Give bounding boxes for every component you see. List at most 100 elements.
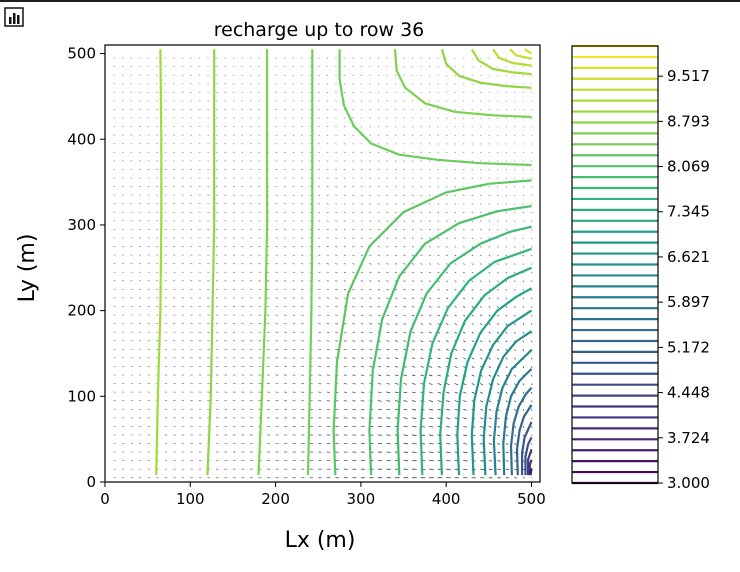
quiver-arrow: [309, 57, 312, 59]
quiver-arrow: [403, 417, 408, 419]
quiver-arrow: [454, 100, 456, 102]
quiver-arrow: [360, 220, 363, 222]
quiver-arrow: [514, 66, 516, 68]
quiver-arrow: [411, 211, 414, 214]
quiver-arrow: [377, 168, 380, 171]
quiver-arrow: [360, 280, 364, 282]
quiver-arrow: [531, 203, 533, 205]
quiver-arrow: [420, 323, 424, 325]
quiver-arrow: [335, 126, 337, 128]
quiver-arrow: [352, 203, 355, 205]
quiver-arrow: [377, 297, 381, 299]
quiver-arrow: [343, 134, 346, 136]
quiver-arrow: [446, 348, 449, 351]
quiver-arrow: [335, 331, 339, 334]
quiver-arrow: [275, 117, 278, 119]
quiver-arrow: [411, 66, 414, 68]
quiver-arrow: [437, 100, 439, 102]
quiver-arrow: [428, 211, 431, 214]
quiver-arrow: [275, 220, 278, 222]
quiver-arrow: [369, 126, 371, 128]
quiver-arrow: [428, 246, 431, 248]
quiver-arrow: [505, 220, 507, 222]
quiver-arrow: [522, 331, 525, 334]
quiver-arrow: [411, 228, 414, 231]
quiver-arrow: [445, 271, 448, 274]
quiver-arrow: [454, 143, 456, 145]
quiver-arrow: [318, 186, 321, 188]
quiver-arrow: [360, 117, 363, 119]
quiver-arrow: [335, 254, 338, 256]
quiver-arrow: [326, 237, 329, 239]
quiver-arrow: [445, 66, 448, 68]
quiver-arrow: [386, 57, 388, 59]
x-axis-label: Lx (m): [285, 528, 356, 553]
quiver-arrow: [386, 425, 391, 428]
quiver-arrow: [326, 314, 330, 316]
quiver-arrow: [411, 83, 414, 85]
quiver-arrow: [301, 323, 304, 325]
quiver-arrow: [531, 143, 533, 145]
quiver-arrow: [471, 117, 473, 119]
quiver-arrow: [420, 83, 422, 85]
quiver-arrow: [377, 203, 380, 205]
colorbar: [572, 44, 658, 485]
quiver-arrow: [326, 57, 329, 59]
quiver-arrow: [318, 177, 320, 179]
quiver-arrow: [369, 66, 371, 68]
quiver-arrow: [531, 237, 533, 240]
quiver-arrow: [301, 314, 304, 316]
quiver-arrow: [318, 108, 320, 111]
quiver-arrow: [360, 108, 363, 111]
quiver-arrow: [505, 451, 509, 454]
quiver-arrow: [463, 203, 465, 205]
quiver-arrow: [454, 57, 456, 59]
quiver-arrow: [275, 228, 278, 231]
quiver-arrow: [514, 203, 516, 205]
quiver-arrow: [275, 186, 278, 188]
quiver-arrow: [445, 117, 448, 119]
quiver-arrow: [343, 391, 348, 393]
quiver-arrow: [522, 297, 524, 300]
quiver-arrow: [488, 186, 490, 188]
quiver-arrow: [420, 160, 423, 162]
quiver-arrow: [522, 211, 524, 214]
quiver-arrow: [420, 74, 422, 76]
quiver-arrow: [445, 280, 449, 282]
quiver-arrow: [531, 177, 533, 179]
quiver-arrow: [522, 109, 524, 111]
quiver-arrow: [275, 246, 278, 248]
quiver-arrow: [352, 211, 355, 214]
quiver-arrow: [471, 66, 473, 68]
quiver-arrow: [454, 117, 456, 119]
quiver-arrow: [275, 263, 278, 265]
quiver-arrow: [318, 228, 321, 231]
quiver-arrow: [369, 331, 373, 334]
quiver-arrow: [335, 314, 338, 316]
quiver-arrow: [522, 143, 524, 145]
quiver-arrow: [488, 297, 491, 300]
quiver-arrow: [463, 211, 465, 214]
quiver-arrow: [386, 271, 389, 274]
quiver-arrow: [445, 246, 448, 248]
quiver-arrow: [480, 203, 482, 205]
quiver-arrow: [284, 237, 287, 239]
quiver-arrow: [420, 117, 422, 119]
quiver-arrow: [488, 425, 492, 428]
quiver-arrow: [454, 280, 457, 282]
quiver-arrow: [514, 348, 516, 351]
quiver-arrow: [514, 57, 516, 59]
quiver-arrow: [318, 280, 321, 282]
quiver-arrow: [403, 383, 408, 385]
quiver-arrow: [428, 66, 431, 68]
quiver-arrow: [326, 83, 329, 85]
quiver-arrow: [411, 134, 414, 136]
bar-chart-icon[interactable]: [4, 7, 26, 29]
quiver-arrow: [480, 288, 482, 291]
quiver-arrow: [369, 177, 372, 179]
quiver-arrow: [514, 186, 516, 188]
quiver-arrow: [377, 254, 380, 257]
quiver-arrow: [522, 280, 524, 283]
quiver-arrow: [480, 400, 484, 403]
quiver-arrow: [318, 117, 320, 119]
